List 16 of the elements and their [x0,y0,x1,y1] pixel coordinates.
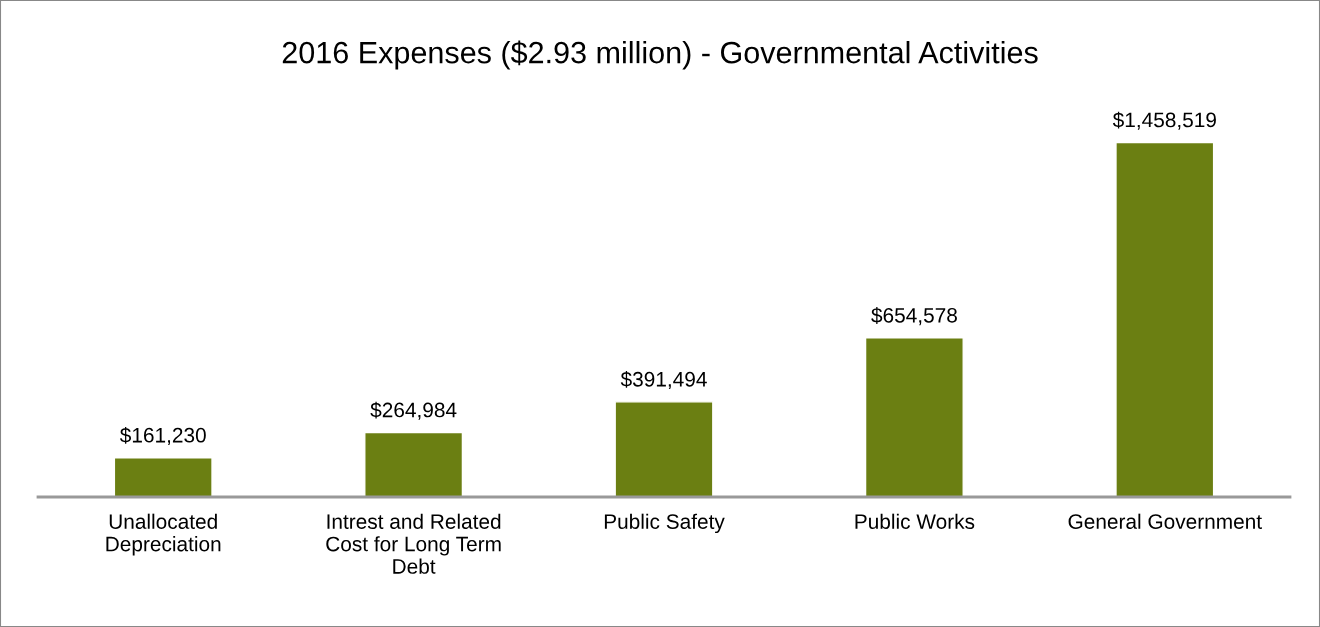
x-tick-label: General Government [1068,513,1262,529]
data-label: $264,984 [370,401,457,420]
x-tick-label: Public Safety [604,513,725,534]
x-tick-label: Unallocated Depreciation [106,513,221,556]
data-label: $1,458,519 [1112,111,1216,130]
bar [1115,141,1215,497]
chart-title: 2016 Expenses ($2.93 million) - Governmental Activities [282,40,1038,70]
data-label: $391,494 [620,371,707,390]
bar [113,457,213,497]
bar [864,337,964,497]
bar [364,431,464,497]
x-tick-label: Public Works [855,513,975,529]
data-label: $654,578 [871,307,957,326]
bar [614,401,714,497]
data-label: $161,230 [119,426,206,446]
x-tick-label: Intrest and Related Cost for Long Term Debt [326,513,501,574]
